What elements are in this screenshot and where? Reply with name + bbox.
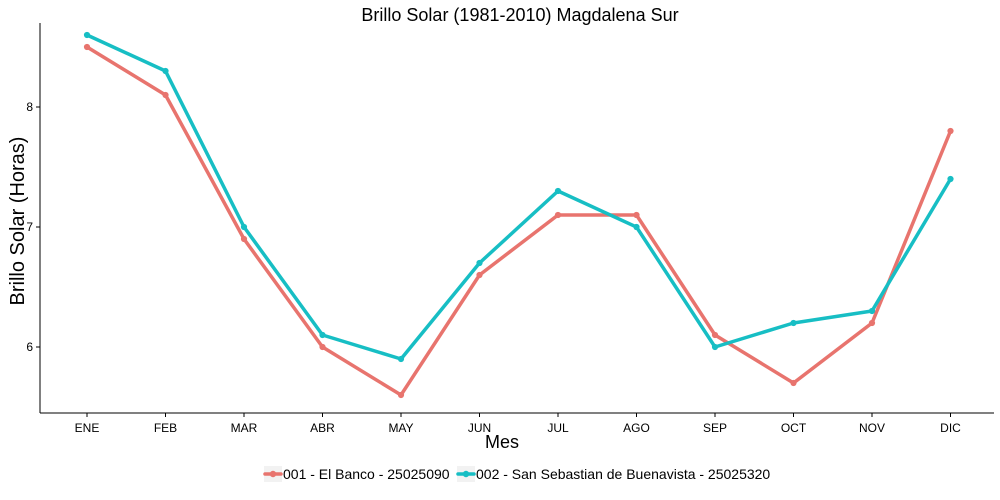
series-2 (83, 31, 954, 363)
data-point (83, 31, 91, 39)
x-tick-label: DIC (940, 421, 961, 435)
y-tick-label: 8 (26, 100, 33, 114)
series-layer (83, 31, 954, 399)
legend-key-point (462, 470, 470, 478)
data-point (868, 319, 876, 327)
series-1 (83, 43, 954, 399)
x-tick-label: OCT (781, 421, 807, 435)
data-point (319, 331, 326, 339)
data-point (397, 391, 405, 399)
data-point (476, 271, 483, 279)
legend-key-point (269, 470, 277, 478)
legend-label: 001 - El Banco - 25025090 (283, 466, 450, 482)
data-point (947, 127, 954, 135)
data-point (790, 319, 797, 327)
data-point (162, 91, 169, 99)
data-point (319, 343, 326, 351)
x-axis-label: Mes (485, 432, 519, 452)
data-point (476, 259, 483, 267)
series-line (85, 45, 953, 397)
chart-title: Brillo Solar (1981-2010) Magdalena Sur (361, 5, 678, 25)
x-tick-label: MAY (388, 421, 413, 435)
data-point (633, 211, 640, 219)
data-point (947, 175, 954, 183)
legend: 001 - El Banco - 25025090 002 - San Sebas… (263, 466, 770, 482)
y-tick-label: 7 (26, 220, 33, 234)
data-point (711, 331, 719, 339)
x-tick-label: NOV (859, 421, 885, 435)
data-point (554, 211, 562, 219)
x-tick-label: JUL (547, 421, 569, 435)
x-tick-label: SEP (703, 421, 727, 435)
data-point (397, 355, 405, 363)
x-tick-label: AGO (623, 421, 650, 435)
data-point (554, 187, 562, 195)
legend-label: 002 - San Sebastian de Buenavista - 2502… (476, 466, 770, 482)
data-point (868, 307, 876, 315)
axes (39, 23, 994, 414)
data-point (711, 343, 719, 351)
data-point (83, 43, 91, 51)
x-tick-label: ABR (310, 421, 335, 435)
x-ticks: ENE FEB MAR ABR MAY JUN JUL AGO SEP OCT NOV DIC (75, 413, 961, 435)
x-tick-label: JUN (468, 421, 491, 435)
y-tick-label: 6 (26, 340, 33, 354)
data-point (240, 223, 248, 231)
x-tick-label: ENE (75, 421, 100, 435)
data-point (162, 67, 169, 75)
y-ticks: 6 7 8 (26, 100, 40, 354)
data-point (790, 379, 797, 387)
x-tick-label: FEB (154, 421, 177, 435)
x-tick-label: MAR (231, 421, 258, 435)
data-point (240, 235, 248, 243)
data-point (633, 223, 640, 231)
series-line (85, 33, 953, 361)
y-axis-label: Brillo Solar (Horas) (7, 137, 29, 306)
